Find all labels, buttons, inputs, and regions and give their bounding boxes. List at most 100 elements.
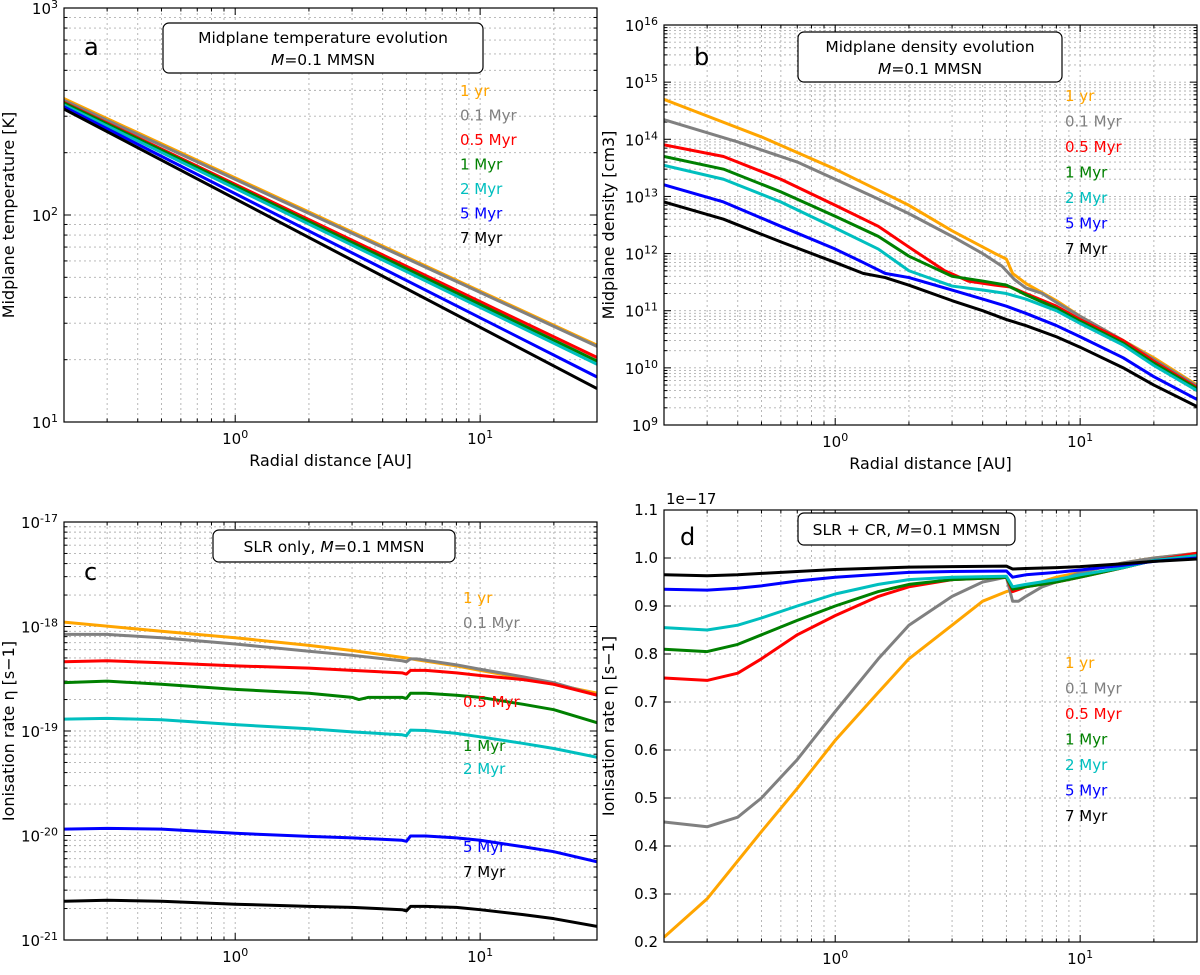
series-line-1-myr	[664, 554, 1197, 654]
panel-letter: a	[84, 33, 99, 61]
series-line-7-myr	[64, 107, 597, 390]
series-line-0-1-myr	[664, 118, 1197, 388]
legend-label: 5 Myr	[463, 838, 506, 856]
x-tick-label: 100	[222, 946, 248, 967]
series-line-2-myr	[664, 554, 1197, 632]
x-tick-label: 100	[222, 428, 248, 449]
y-tick-label: 10-20	[21, 825, 58, 846]
y-tick-label: 1011	[625, 300, 658, 321]
title-line: M=0.1 MMSN	[878, 60, 982, 78]
panel-letter: d	[680, 523, 695, 551]
y-tick-label: 1013	[625, 186, 658, 207]
offset-label: 1e−17	[666, 490, 716, 508]
legend-label: 0.1 Myr	[1065, 113, 1122, 131]
series-line-2-myr	[664, 163, 1197, 392]
y-axis-label: Ionisation rate η [s−1]	[599, 636, 618, 816]
legend-label: 1 yr	[1065, 654, 1095, 672]
series-line-7-myr	[664, 557, 1197, 578]
legend-label: 0.5 Myr	[463, 693, 520, 711]
legend-label: 0.1 Myr	[460, 107, 517, 125]
legend-label: 1 Myr	[460, 156, 503, 174]
y-axis-label: Midplane density [cm3]	[599, 131, 618, 320]
y-tick-label: 101	[32, 412, 58, 433]
legend-label: 2 Myr	[460, 180, 503, 198]
legend-label: 0.5 Myr	[1065, 138, 1122, 156]
x-tick-label: 101	[467, 428, 493, 449]
series-line-1-myr	[664, 155, 1197, 391]
y-tick-label: 1015	[625, 72, 658, 93]
y-tick-label: 10-18	[21, 616, 58, 637]
series-a	[64, 97, 597, 390]
title-box	[797, 31, 1063, 83]
series-line-1-myr	[64, 679, 597, 725]
y-tick-label: 1.1	[634, 501, 658, 519]
series-line-7-myr	[64, 898, 597, 928]
legend-label: 7 Myr	[460, 229, 503, 247]
y-tick-label: 0.6	[634, 741, 658, 759]
title-line: M=0.1 MMSN	[271, 51, 375, 69]
y-tick-label: 109	[632, 415, 658, 436]
y-tick-label: 10-19	[21, 721, 58, 742]
y-tick-label: 10-21	[21, 930, 58, 951]
panel-letter: b	[694, 43, 709, 71]
y-axis-label: Midplane temperature [K]	[0, 112, 18, 319]
legend-label: 5 Myr	[460, 205, 503, 223]
legend-label: 2 Myr	[463, 760, 506, 778]
title-box	[212, 529, 456, 563]
y-tick-label: 0.3	[634, 885, 658, 903]
panel-b: 100 101 109 1010 1011 1012 1013 1014 1015 1016 Rad…	[599, 15, 1198, 473]
y-tick-label: 0.8	[634, 645, 658, 663]
title-line: SLR only, M=0.1 MMSN	[244, 538, 425, 556]
legend-label: 7 Myr	[463, 863, 506, 881]
legend-label: 1 Myr	[1065, 731, 1108, 749]
series-line-7-myr	[664, 200, 1197, 408]
series-line-5-myr	[64, 105, 597, 379]
y-tick-label: 10-17	[21, 512, 58, 533]
y-tick-label: 1014	[625, 129, 658, 150]
title-box	[162, 22, 484, 74]
series-line-0-1-myr	[664, 551, 1197, 829]
x-tick-label: 100	[822, 948, 848, 969]
legend-label: 0.5 Myr	[460, 131, 517, 149]
y-tick-label: 1010	[625, 357, 658, 378]
title-line: SLR + CR, M=0.1 MMSN	[813, 521, 1001, 539]
y-tick-label: 102	[32, 205, 58, 226]
plot-frame	[63, 7, 598, 423]
y-tick-label: 0.7	[634, 693, 658, 711]
series-line-5-myr	[664, 556, 1197, 592]
series-c	[64, 620, 597, 928]
title-line: Midplane density evolution	[825, 38, 1034, 56]
series-b	[664, 97, 1197, 408]
y-tick-label: 0.2	[634, 933, 658, 951]
legend-label: 5 Myr	[1065, 215, 1108, 233]
x-tick-label: 100	[822, 431, 848, 452]
series-line-2-myr	[64, 716, 597, 759]
panel-a: 100 101 101 102 103 Radial distance [AU] Midpl…	[0, 0, 598, 470]
series-line-5-myr	[664, 183, 1197, 401]
series-line-0-5-myr	[64, 659, 597, 697]
y-tick-label: 0.9	[634, 597, 658, 615]
plot-frame	[63, 521, 598, 941]
legend-label: 1 yr	[460, 82, 490, 100]
series-line-0-1-myr	[64, 632, 597, 697]
x-tick-label: 101	[467, 946, 493, 967]
title-box	[797, 512, 1016, 546]
x-axis-label: Radial distance [AU]	[249, 451, 412, 470]
series-line-0-1-myr	[64, 98, 597, 348]
legend-label: 1 Myr	[1065, 164, 1108, 182]
y-tick-label: 0.5	[634, 789, 658, 807]
legend-label: 0.5 Myr	[1065, 705, 1122, 723]
series-line-2-myr	[64, 103, 597, 366]
x-tick-label: 101	[1067, 948, 1093, 969]
plot-frame	[663, 24, 1198, 426]
panel-letter: c	[84, 558, 97, 586]
legend-label: 7 Myr	[1065, 240, 1108, 258]
legend-label: 0.1 Myr	[463, 614, 520, 632]
x-tick-label: 101	[1067, 431, 1093, 452]
y-tick-label: 103	[32, 0, 58, 18]
y-tick-label: 1012	[625, 243, 658, 264]
legend-label: 7 Myr	[1065, 807, 1108, 825]
legend-label: 1 yr	[463, 589, 493, 607]
